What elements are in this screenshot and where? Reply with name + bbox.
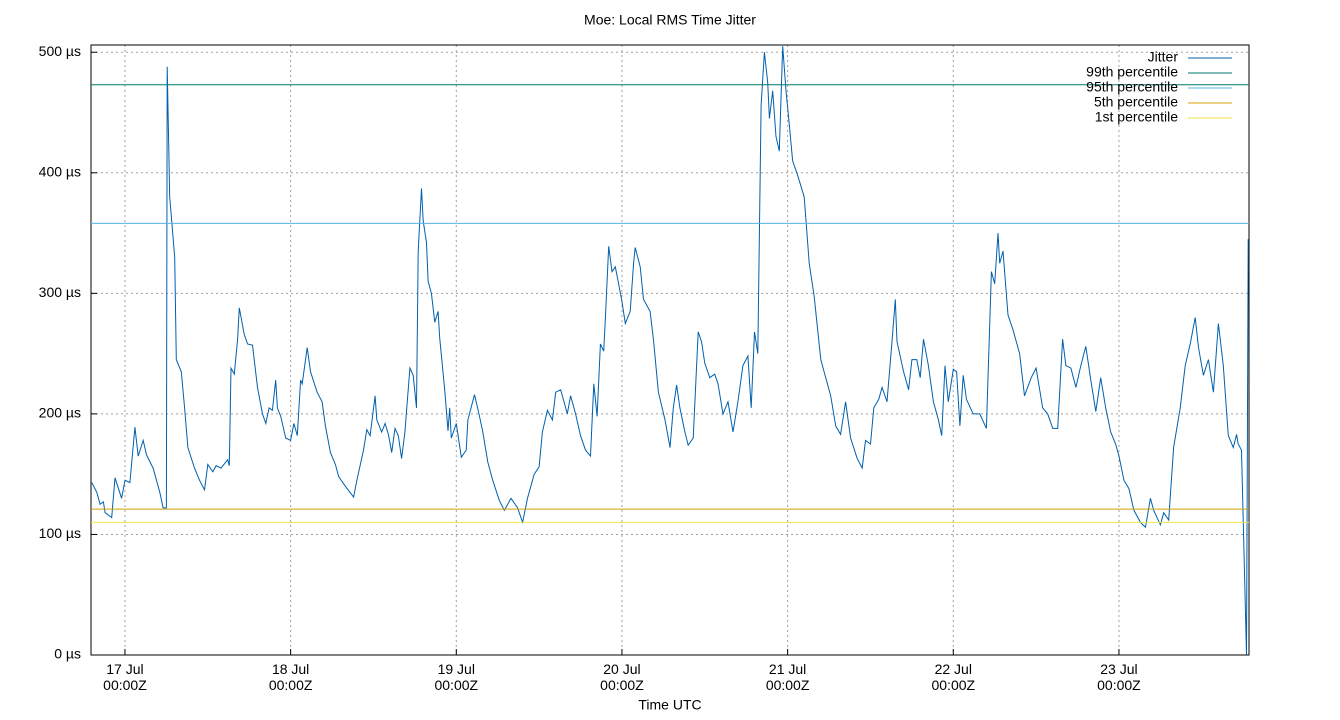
x-tick-label: 20 Jul 00:00Z xyxy=(600,661,644,693)
x-tick-label: 23 Jul 00:00Z xyxy=(1097,661,1141,693)
x-tick-label: 22 Jul 00:00Z xyxy=(931,661,976,693)
plot-area xyxy=(91,46,1249,655)
x-tick-label: 17 Jul 00:00Z xyxy=(103,661,147,693)
plot-frame xyxy=(90,44,1250,656)
legend-label: Jitter xyxy=(1148,49,1179,65)
data-line xyxy=(91,46,1249,655)
chart-title: Moe: Local RMS Time Jitter xyxy=(584,12,756,28)
x-tick-label: 18 Jul 00:00Z xyxy=(268,661,313,693)
legend-label: 99th percentile xyxy=(1086,64,1178,80)
y-tick-label: 400 µs xyxy=(39,163,81,179)
y-tick-label: 200 µs xyxy=(39,405,81,421)
y-tick-label: 0 µs xyxy=(54,646,81,662)
legend-label: 95th percentile xyxy=(1086,79,1178,95)
y-tick-label: 500 µs xyxy=(39,43,81,59)
x-tick-label: 21 Jul 00:00Z xyxy=(765,661,810,693)
x-tick-label: 19 Jul 00:00Z xyxy=(434,661,479,693)
y-tick-label: 300 µs xyxy=(39,284,81,300)
legend-label: 5th percentile xyxy=(1094,94,1178,110)
x-axis-label: Time UTC xyxy=(638,697,701,713)
legend-label: 1st percentile xyxy=(1095,109,1178,125)
y-tick-label: 100 µs xyxy=(39,525,81,541)
